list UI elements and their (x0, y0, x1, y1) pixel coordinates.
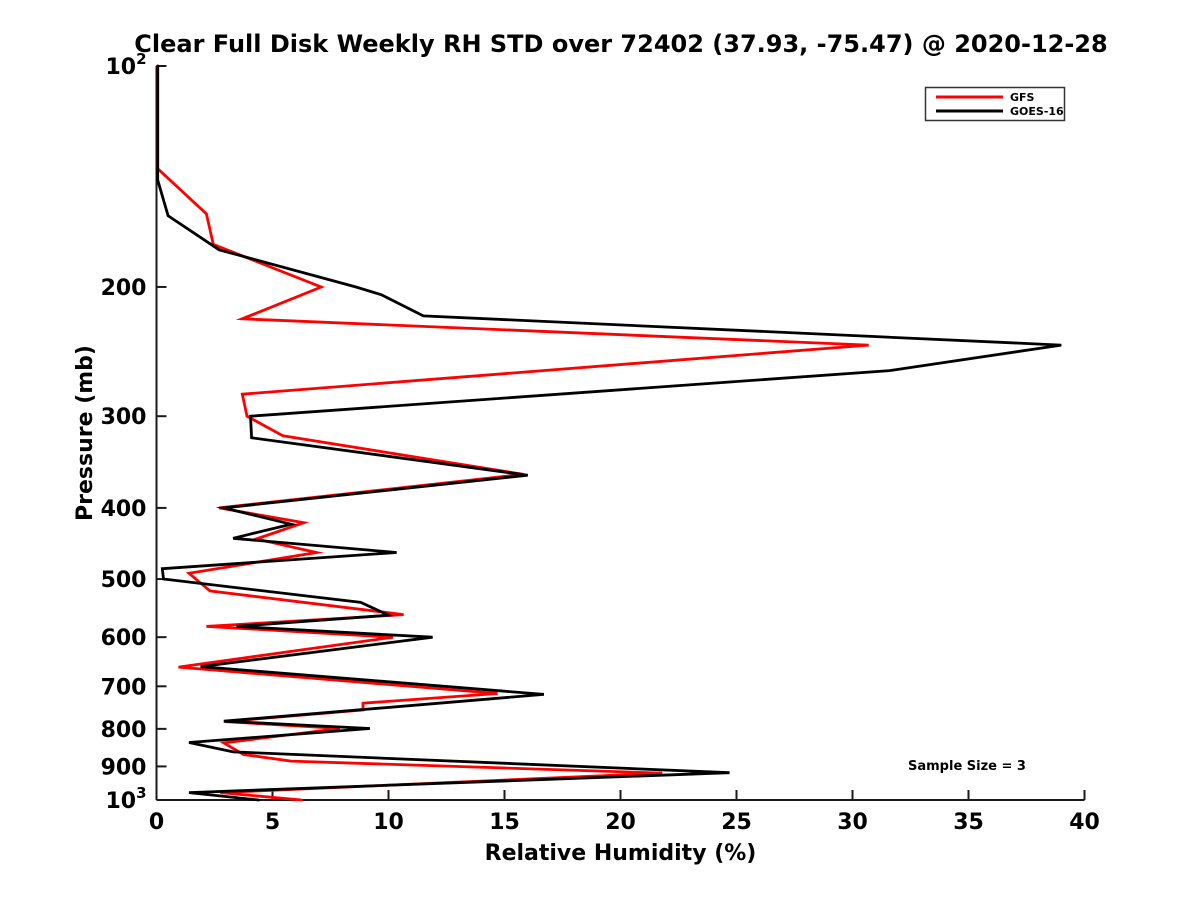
x-tick-label: 15 (489, 810, 520, 835)
series-lines (156, 64, 1062, 802)
legend: GFS GOES-16 (924, 86, 1066, 122)
y-tick-label: 900 (101, 755, 147, 780)
x-axis-ticks: 0 5 10 15 20 25 30 35 40 (149, 790, 1100, 835)
axes (155, 66, 1085, 801)
series-line-goes-16 (156, 64, 1062, 802)
x-tick-label: 10 (373, 810, 404, 835)
y-tick-label: 200 (101, 276, 147, 301)
y-axis-ticks: 102 200 300 400 500 600 700 800 900 103 (101, 50, 167, 814)
sample-size-annotation: Sample Size = 3 (908, 759, 1026, 774)
x-tick-label: 5 (265, 810, 280, 835)
legend-label-gfs: GFS (1010, 91, 1035, 104)
y-tick-label: 600 (101, 626, 147, 651)
x-axis-label: Relative Humidity (%) (485, 841, 757, 866)
x-tick-label: 20 (605, 810, 636, 835)
legend-box (924, 86, 1066, 122)
x-tick-label: 30 (837, 810, 868, 835)
x-tick-label: 40 (1069, 810, 1100, 835)
y-tick-label: 800 (101, 718, 147, 743)
y-tick-label: 700 (101, 675, 147, 700)
y-axis-label: Pressure (mb) (73, 345, 98, 521)
x-tick-label: 0 (149, 810, 164, 835)
y-tick-label: 400 (101, 497, 147, 522)
chart-title: Clear Full Disk Weekly RH STD over 72402… (134, 30, 1107, 58)
y-tick-label: 300 (101, 405, 147, 430)
series-line-gfs (156, 64, 869, 802)
x-tick-label: 25 (721, 810, 752, 835)
y-tick-label: 500 (101, 568, 147, 593)
y-tick-label: 103 (105, 784, 146, 814)
legend-label-goes16: GOES-16 (1010, 105, 1064, 118)
y-tick-label: 102 (105, 50, 146, 80)
x-tick-label: 35 (953, 810, 984, 835)
